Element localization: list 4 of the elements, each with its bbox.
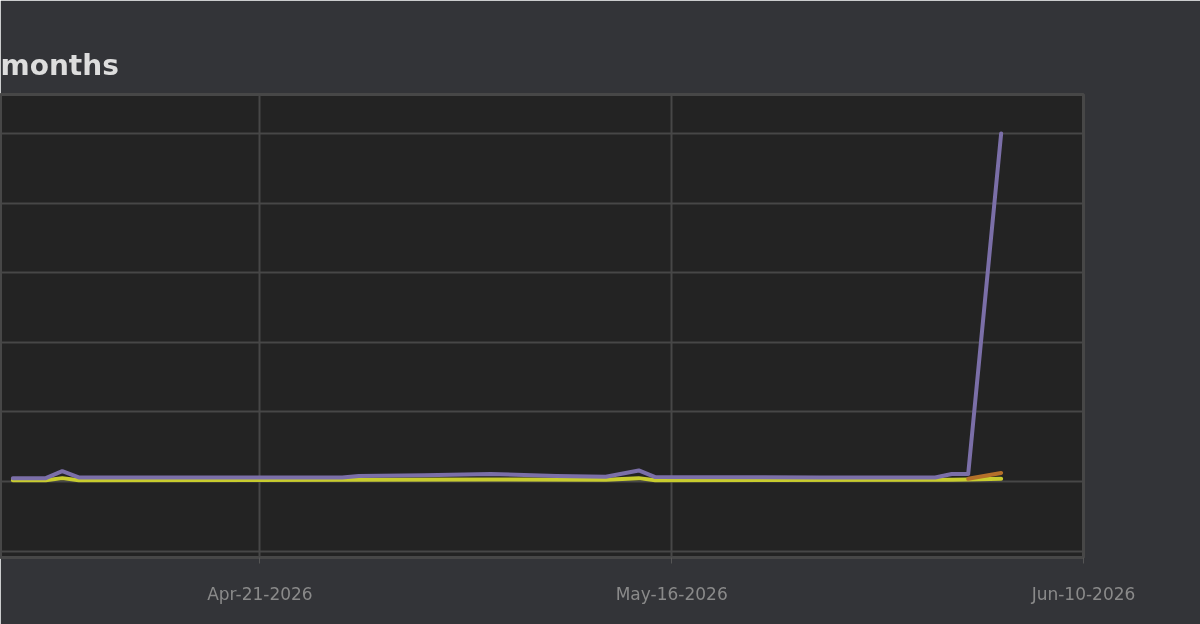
x-tick-label: May-16-2026: [615, 583, 728, 604]
x-tick-label: Apr-21-2026: [207, 583, 313, 604]
x-tick-label: Jun-10-2026: [1030, 583, 1136, 604]
chart-title: months: [0, 49, 119, 82]
